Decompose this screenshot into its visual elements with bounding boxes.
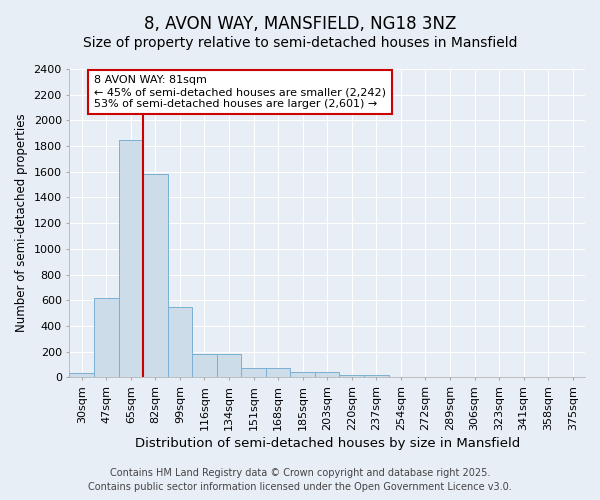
Bar — [217, 354, 241, 378]
Text: Contains HM Land Registry data © Crown copyright and database right 2025.
Contai: Contains HM Land Registry data © Crown c… — [88, 468, 512, 492]
Text: 8 AVON WAY: 81sqm
← 45% of semi-detached houses are smaller (2,242)
53% of semi-: 8 AVON WAY: 81sqm ← 45% of semi-detached… — [94, 76, 386, 108]
Bar — [290, 372, 315, 378]
Bar — [340, 374, 364, 378]
Bar — [119, 140, 143, 378]
Bar — [364, 376, 389, 378]
Bar — [266, 368, 290, 378]
Bar — [167, 306, 192, 378]
Text: Size of property relative to semi-detached houses in Mansfield: Size of property relative to semi-detach… — [83, 36, 517, 50]
Y-axis label: Number of semi-detached properties: Number of semi-detached properties — [15, 114, 28, 332]
Bar — [192, 354, 217, 378]
Bar — [94, 298, 119, 378]
Bar — [70, 374, 94, 378]
Bar — [241, 368, 266, 378]
Text: 8, AVON WAY, MANSFIELD, NG18 3NZ: 8, AVON WAY, MANSFIELD, NG18 3NZ — [144, 15, 456, 33]
Bar — [143, 174, 167, 378]
Bar — [315, 372, 340, 378]
X-axis label: Distribution of semi-detached houses by size in Mansfield: Distribution of semi-detached houses by … — [134, 437, 520, 450]
